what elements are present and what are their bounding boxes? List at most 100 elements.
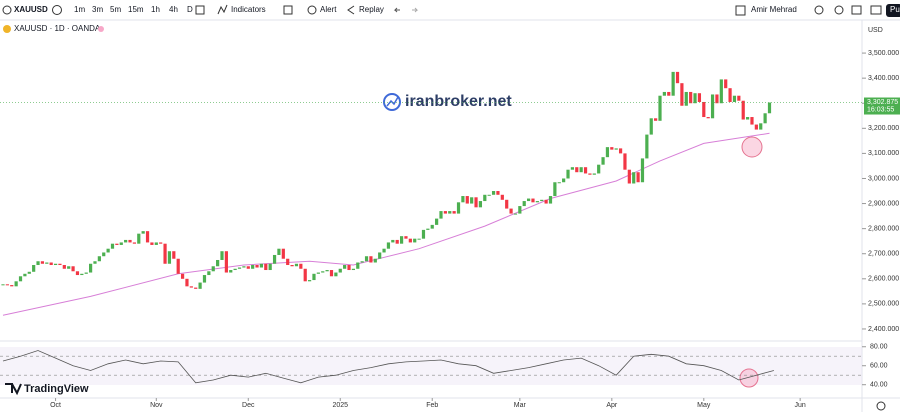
candle [180, 273, 185, 279]
candle [601, 157, 605, 165]
candle [408, 238, 412, 243]
publish-button[interactable] [886, 4, 900, 17]
candle [750, 117, 754, 125]
candle [395, 239, 399, 244]
candle [413, 238, 417, 243]
candle [325, 270, 329, 272]
search-icon[interactable] [2, 5, 12, 15]
candle [435, 218, 439, 225]
candle [391, 239, 395, 243]
snapshot-icon[interactable] [870, 5, 882, 15]
account-checkbox[interactable] [735, 5, 746, 16]
candle [522, 201, 526, 207]
candle [71, 266, 75, 272]
candle [583, 167, 588, 174]
candle [172, 251, 176, 259]
candle [128, 239, 132, 243]
y-tick-label: 2,900.000 [868, 200, 899, 207]
fullscreen-icon[interactable] [851, 5, 862, 15]
x-tick-label: Dec [242, 402, 255, 409]
x-tick-label: Nov [150, 402, 163, 409]
chart-type-icon[interactable] [195, 5, 205, 15]
candle [347, 265, 351, 271]
interval-button[interactable]: 15m [128, 5, 144, 14]
rsi-tick-label: 40.00 [870, 382, 888, 389]
candle [45, 262, 49, 264]
candle [224, 251, 228, 273]
y-tick-label: 3,100.000 [868, 150, 899, 157]
candle [334, 272, 338, 277]
interval-button[interactable]: 4h [169, 5, 178, 14]
alert-button[interactable]: Alert [320, 5, 337, 14]
y-tick-label: 2,600.000 [868, 276, 899, 283]
candle [575, 167, 579, 173]
candle [500, 194, 504, 200]
candle [496, 191, 500, 195]
y-tick-label: 2,500.000 [868, 301, 899, 308]
candle [719, 79, 723, 104]
candle [18, 276, 23, 282]
candle [343, 265, 347, 269]
candle [378, 252, 382, 259]
interval-button[interactable]: 1m [74, 5, 85, 14]
indicators-button[interactable]: Indicators [231, 5, 266, 14]
undo[interactable] [393, 7, 400, 13]
candle [548, 196, 553, 204]
candle [553, 182, 557, 197]
settings-icon[interactable] [834, 5, 844, 15]
last-price: 3,302.875 [867, 99, 898, 106]
symbol[interactable]: XAUUSD [14, 5, 48, 14]
candle [338, 268, 342, 273]
watermark-arrow [386, 96, 399, 107]
candle [732, 95, 737, 102]
candle [251, 265, 255, 269]
candle [417, 238, 421, 240]
indicators-icon[interactable] [217, 4, 228, 15]
candle [649, 118, 653, 135]
y-tick-label: 2,400.000 [868, 326, 899, 333]
candle [321, 271, 325, 273]
candle [675, 71, 680, 84]
candle [49, 262, 53, 266]
candle [399, 236, 404, 244]
interval-button[interactable]: D [187, 5, 193, 14]
toggle-icon[interactable] [814, 5, 824, 15]
candle [290, 265, 294, 267]
candle [329, 270, 334, 277]
candle [316, 272, 320, 274]
candle [67, 266, 71, 269]
add-symbol[interactable] [52, 5, 62, 15]
time-settings[interactable] [876, 401, 886, 411]
replay-icon[interactable] [347, 5, 355, 15]
replay-button[interactable]: Replay [359, 5, 384, 14]
layouts-icon[interactable] [283, 5, 293, 15]
currency: USD [868, 27, 883, 34]
y-tick-label: 3,000.000 [868, 175, 899, 182]
alert-icon[interactable] [307, 5, 317, 15]
x-tick-label: Oct [50, 402, 61, 409]
candle [198, 282, 202, 289]
tv-logo-icon [5, 383, 22, 396]
redo[interactable] [412, 7, 419, 13]
interval-button[interactable]: 5m [110, 5, 121, 14]
user-name[interactable]: Amir Mehrad [751, 5, 797, 14]
candle [627, 169, 631, 184]
candle [242, 266, 246, 268]
candle [654, 118, 658, 121]
candle [746, 117, 750, 120]
candle [505, 199, 509, 209]
candle [216, 259, 220, 267]
candle [557, 182, 561, 184]
candle [610, 147, 614, 150]
y-tick-label: 3,500.000 [868, 50, 899, 57]
candle [448, 211, 452, 214]
interval-button[interactable]: 3m [92, 5, 103, 14]
interval-button[interactable]: 1h [151, 5, 160, 14]
candle [614, 148, 618, 150]
candle [562, 178, 566, 183]
publish-label[interactable]: Pu [890, 5, 900, 14]
candle [386, 242, 391, 249]
y-tick-label: 2,700.000 [868, 251, 899, 258]
